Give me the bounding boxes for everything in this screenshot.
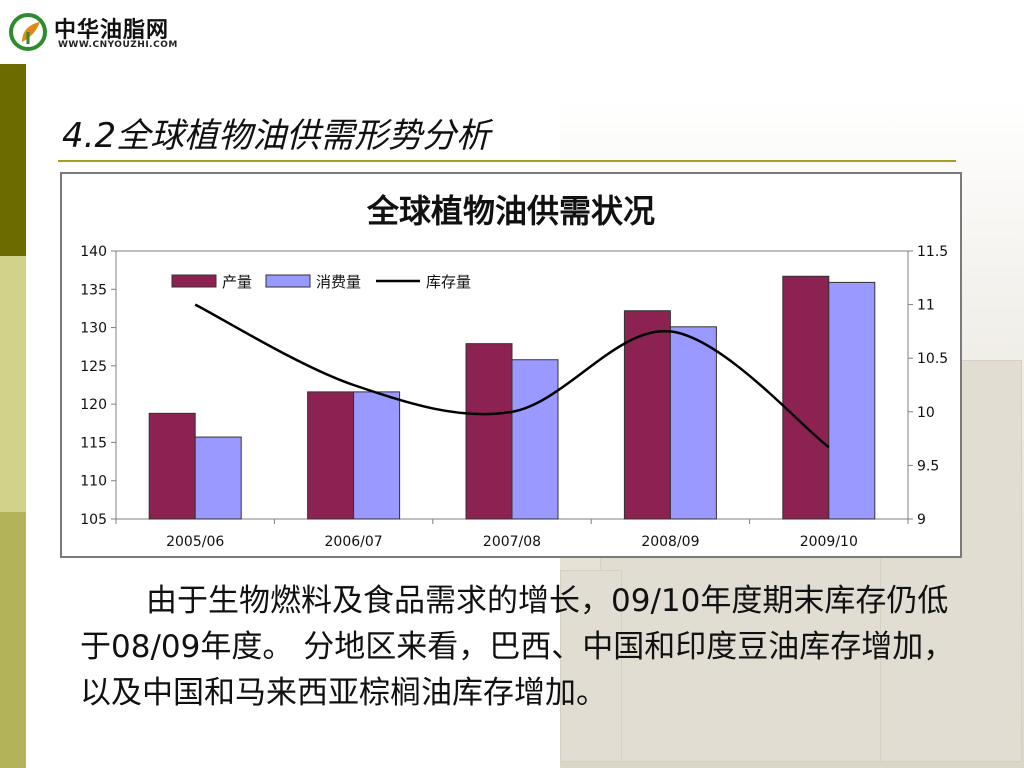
line-series [194,303,830,449]
site-logo: 中华油脂网 WWW.CNYOUZHI.COM [8,10,208,56]
production-bar [623,310,671,520]
left-tick-label: 120 [80,397,107,413]
left-stripe-dark [0,64,26,256]
body-paragraph: 由于生物燃料及食品需求的增长，09/10年度期末库存仍低于08/09年度。 分地… [80,578,960,716]
x-tick-label: 2008/09 [641,534,699,550]
consumption-bar [353,391,401,520]
consumption-bar [511,359,559,520]
consumption-bar [194,436,242,520]
chart-frame: 全球植物油供需状况 105 110 115 120 125 130 135 140 9 9.5 1… [60,172,962,558]
production-bar [465,343,513,520]
logo-text-en: WWW.CNYOUZHI.COM [58,40,178,50]
x-tick-label: 2006/07 [325,534,383,550]
consumption-bar [828,281,876,520]
left-tick-label: 135 [80,282,107,298]
legend-consumption-label: 消费量 [316,273,361,291]
building-shape [560,570,622,762]
logo-text-cn: 中华油脂网 [54,18,170,43]
left-tick-label: 140 [80,244,107,260]
left-tick-label: 125 [80,359,107,375]
left-tick-label: 130 [80,321,107,337]
x-tick-label: 2007/08 [483,534,541,550]
production-bar [307,391,355,520]
left-tick-label: 105 [80,512,107,528]
legend-inventory-label: 库存量 [426,273,471,291]
supply-demand-chart: 全球植物油供需状况 105 110 115 120 125 130 135 140 9 9.5 1… [80,192,948,550]
left-tick-label: 110 [80,474,107,490]
right-tick-label: 11.5 [917,244,948,260]
left-tick-label: 115 [80,435,107,451]
production-bar [148,412,196,520]
paragraph-text: 由于生物燃料及食品需求的增长，09/10年度期末库存仍低于08/09年度。 分地… [80,583,955,711]
right-tick-label: 10 [917,405,935,421]
right-tick-label: 9 [917,512,926,528]
production-bar [782,275,830,520]
legend-production-swatch [171,274,217,288]
x-tick-label: 2005/06 [166,534,224,550]
left-stripe-mid [0,512,26,768]
left-stripe-light [0,256,26,512]
right-tick-label: 10.5 [917,351,948,367]
title-underline [58,160,956,162]
legend-consumption-swatch [265,274,311,288]
slide-title: 4.2全球植物油供需形势分析 [62,116,491,156]
left-axis: 105 110 115 120 125 130 135 140 [80,244,116,528]
legend-production-label: 产量 [222,273,252,291]
consumption-bar [669,326,717,520]
chart-legend: 产量 消费量 库存量 [171,273,471,291]
right-tick-label: 9.5 [917,458,939,474]
inventory-line [194,303,830,449]
right-axis: 9 9.5 10 10.5 11 11.5 [908,244,948,528]
chart-title: 全球植物油供需状况 [366,192,655,230]
bar-series [148,275,876,520]
leaf-logo-icon [9,13,47,51]
right-tick-label: 11 [917,298,935,314]
x-axis: 2005/06 2006/07 2007/08 2008/09 2009/10 [115,519,909,550]
x-tick-label: 2009/10 [800,534,858,550]
